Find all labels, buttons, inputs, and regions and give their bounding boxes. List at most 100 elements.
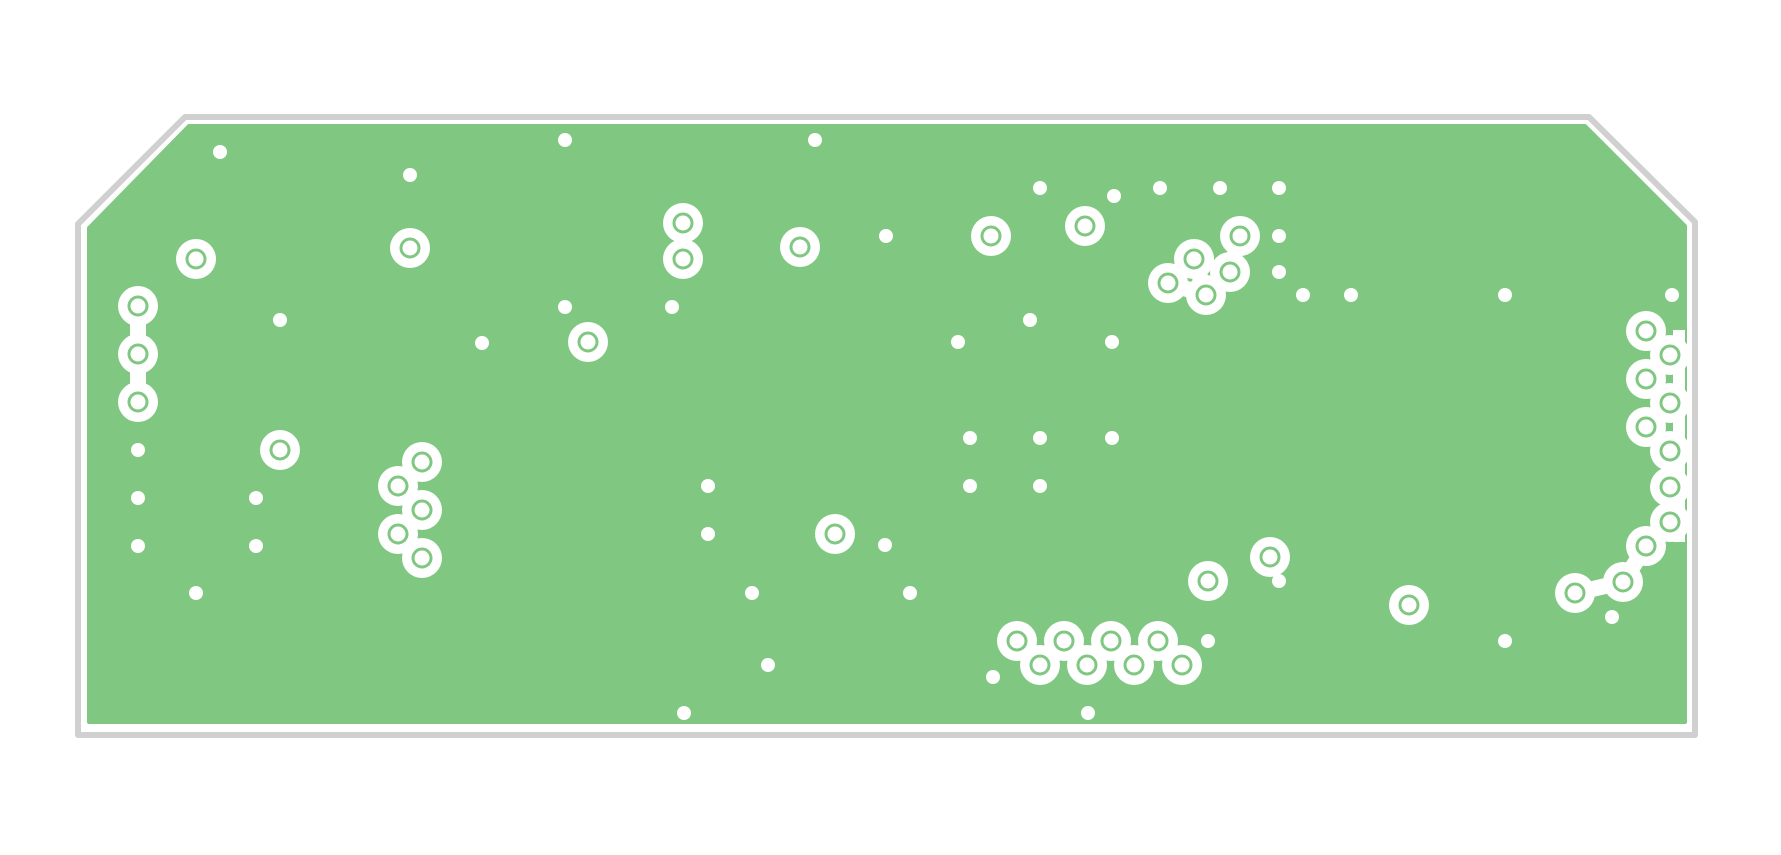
via-hole	[1272, 181, 1286, 195]
pad-ring	[1074, 215, 1096, 237]
via-hole	[1105, 335, 1119, 349]
pad-ring	[411, 499, 433, 521]
pad-ring	[1197, 570, 1219, 592]
pad-ring	[1229, 225, 1251, 247]
via-hole	[273, 313, 287, 327]
via-hole	[1665, 288, 1679, 302]
pad-layer	[118, 203, 1690, 685]
pad-clearance	[118, 382, 158, 422]
via-hole	[677, 706, 691, 720]
via-hole	[701, 527, 715, 541]
via-hole	[878, 538, 892, 552]
pad-ring	[1635, 535, 1657, 557]
via-hole	[1272, 229, 1286, 243]
pad-clearance	[780, 227, 820, 267]
via-hole	[879, 229, 893, 243]
pad-clearance	[1186, 275, 1226, 315]
pad-ring	[1029, 654, 1051, 676]
via-hole	[808, 133, 822, 147]
pad-ring	[1659, 392, 1681, 414]
pad-clearance	[390, 228, 430, 268]
via-hole	[1201, 634, 1215, 648]
pad-ring	[1076, 654, 1098, 676]
via-hole	[963, 479, 977, 493]
pad-clearance	[1067, 645, 1107, 685]
pad-ring	[1195, 284, 1217, 306]
pad-clearance	[1162, 645, 1202, 685]
pad-ring	[127, 391, 149, 413]
pad-ring	[1183, 248, 1205, 270]
pad-clearance	[1389, 585, 1429, 625]
pad-clearance	[971, 216, 1011, 256]
via-hole	[665, 300, 679, 314]
pad-ring	[1171, 654, 1193, 676]
pad-ring	[577, 331, 599, 353]
via-hole	[1107, 189, 1121, 203]
via-hole	[131, 491, 145, 505]
pad-ring	[411, 451, 433, 473]
via-hole	[1033, 431, 1047, 445]
pad-clearance	[663, 239, 703, 279]
pad-ring	[1147, 630, 1169, 652]
via-hole	[213, 145, 227, 159]
via-hole	[951, 335, 965, 349]
pad-clearance	[260, 430, 300, 470]
via-hole	[1498, 634, 1512, 648]
pad-clearance	[1250, 537, 1290, 577]
via-hole	[986, 670, 1000, 684]
via-hole	[1105, 431, 1119, 445]
pad-clearance	[1555, 573, 1595, 613]
pad-ring	[824, 523, 846, 545]
pad-clearance	[1626, 526, 1666, 566]
pad-ring	[1659, 440, 1681, 462]
board-outline	[75, 114, 1698, 738]
pad-clearance	[1188, 561, 1228, 601]
via-hole	[558, 300, 572, 314]
pad-ring	[269, 439, 291, 461]
pad-clearance	[663, 203, 703, 243]
via-hole	[1033, 479, 1047, 493]
via-hole	[475, 336, 489, 350]
pad-clearance	[176, 239, 216, 279]
pad-ring	[1659, 476, 1681, 498]
pad-ring	[672, 248, 694, 270]
pad-clearance	[1114, 645, 1154, 685]
via-hole	[1081, 706, 1095, 720]
via-hole	[1033, 181, 1047, 195]
pad-ring	[1398, 594, 1420, 616]
pad-ring	[411, 547, 433, 569]
pad-ring	[672, 212, 694, 234]
pad-ring	[387, 475, 409, 497]
pad-ring	[1259, 546, 1281, 568]
pad-ring	[1564, 582, 1586, 604]
via-hole	[761, 658, 775, 672]
via-hole	[1344, 288, 1358, 302]
via-hole	[403, 168, 417, 182]
via-layer	[131, 133, 1679, 720]
via-hole	[1272, 574, 1286, 588]
via-hole	[701, 479, 715, 493]
via-hole	[1605, 610, 1619, 624]
via-hole	[1272, 265, 1286, 279]
via-hole	[131, 539, 145, 553]
via-hole	[963, 431, 977, 445]
pad-ring	[127, 343, 149, 365]
pad-ring	[1053, 630, 1075, 652]
via-hole	[1498, 288, 1512, 302]
pad-clearance	[1148, 263, 1188, 303]
via-hole	[131, 443, 145, 457]
pad-ring	[1659, 511, 1681, 533]
pad-clearance	[402, 538, 442, 578]
pad-ring	[1123, 654, 1145, 676]
pad-clearance	[1220, 216, 1260, 256]
pad-ring	[399, 237, 421, 259]
pad-ring	[1157, 272, 1179, 294]
via-hole	[1296, 288, 1310, 302]
pad-ring	[1100, 630, 1122, 652]
via-hole	[1153, 181, 1167, 195]
via-hole	[249, 491, 263, 505]
pad-clearance	[1650, 431, 1690, 471]
via-hole	[745, 586, 759, 600]
pad-ring	[1635, 320, 1657, 342]
